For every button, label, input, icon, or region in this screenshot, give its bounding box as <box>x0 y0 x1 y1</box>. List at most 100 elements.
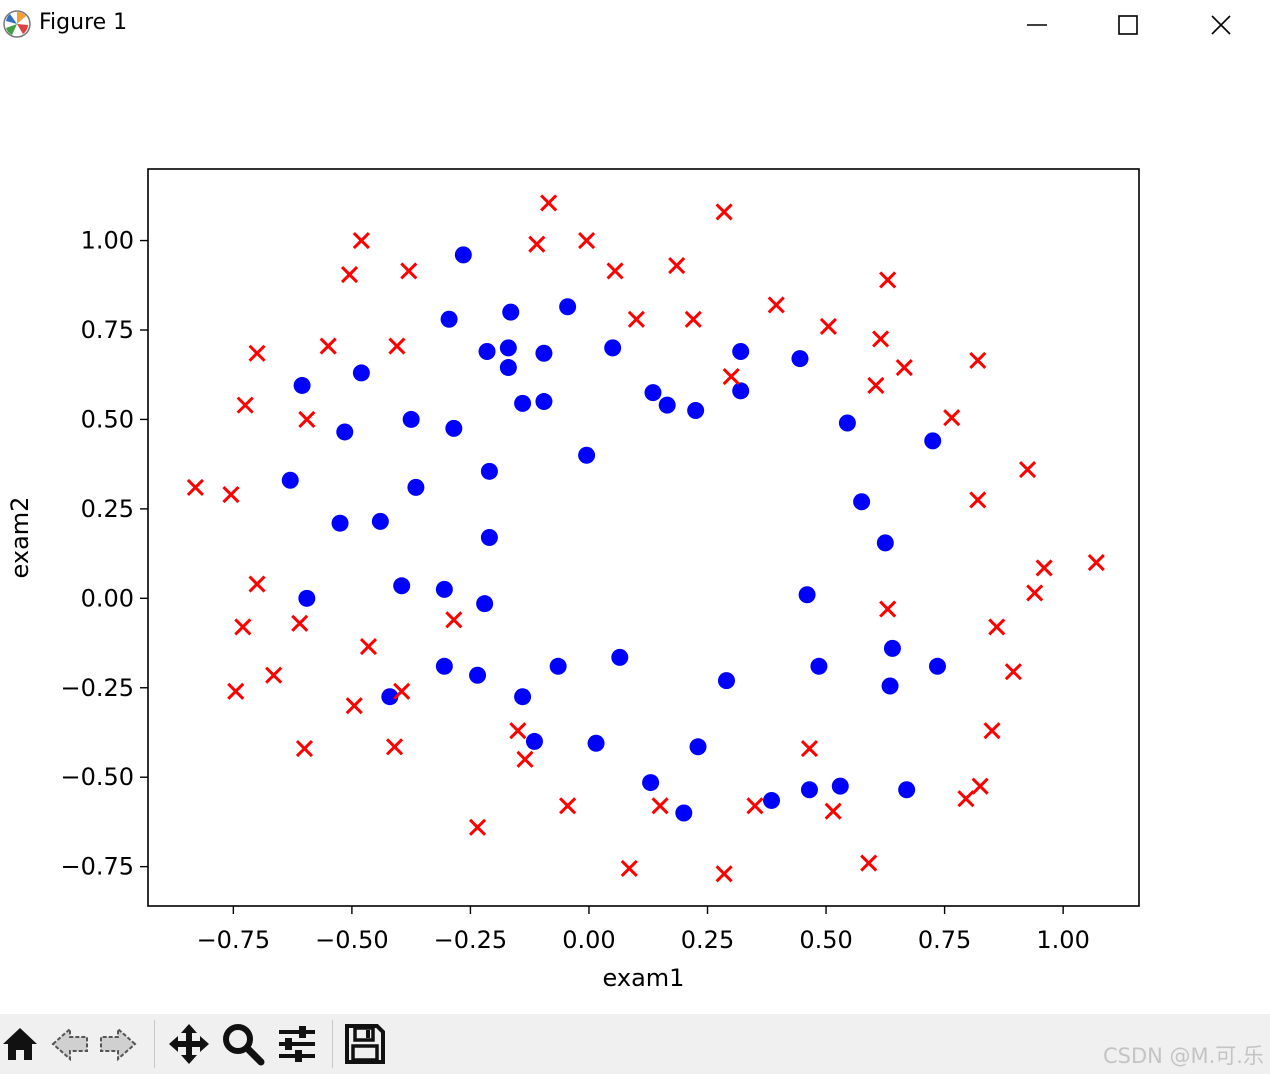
home-button[interactable] <box>0 1022 40 1066</box>
data-point-circle <box>876 534 894 552</box>
data-point-cross <box>957 790 975 808</box>
data-point-circle <box>838 414 856 432</box>
data-point-circle <box>336 423 354 441</box>
data-point-cross <box>528 235 546 253</box>
back-button[interactable] <box>48 1022 92 1066</box>
x-tick-label: −0.75 <box>197 926 271 954</box>
data-point-cross <box>969 491 987 509</box>
data-point-circle <box>535 393 553 411</box>
data-point-cross <box>468 818 487 836</box>
data-point-circle <box>402 410 420 428</box>
watermark: CSDN @M.可.乐 <box>1102 1044 1264 1068</box>
forward-button[interactable] <box>96 1022 140 1066</box>
x-tick-label: 0.50 <box>799 926 852 954</box>
data-point-cross <box>1087 553 1105 572</box>
data-point-circle <box>407 478 425 496</box>
data-point-circle <box>435 657 453 675</box>
data-point-circle <box>798 586 816 604</box>
data-point-circle <box>435 580 453 598</box>
data-point-circle <box>883 639 901 657</box>
data-point-circle <box>644 384 662 402</box>
y-tick-label: −0.75 <box>60 853 134 881</box>
data-point-circle <box>445 419 463 437</box>
data-point-cross <box>319 337 337 355</box>
data-point-cross <box>627 310 645 328</box>
data-point-cross <box>1035 559 1053 577</box>
pan-icon <box>169 1024 209 1064</box>
data-point-circle <box>549 657 567 675</box>
x-tick-label: 0.00 <box>562 926 615 954</box>
pan-button[interactable] <box>166 1022 212 1066</box>
data-point-circle <box>535 344 553 362</box>
y-tick-label: 0.25 <box>81 495 134 523</box>
data-point-circle <box>604 339 622 357</box>
y-tick-label: 1.00 <box>81 227 134 255</box>
window-title: Figure 1 <box>39 10 128 35</box>
data-point-cross <box>298 410 316 428</box>
data-point-circle <box>293 376 311 394</box>
data-point-circle <box>732 382 750 400</box>
x-tick-label: 1.00 <box>1036 926 1089 954</box>
data-point-circle <box>763 791 781 809</box>
data-point-cross <box>988 618 1006 636</box>
data-point-circle <box>525 732 543 750</box>
data-point-cross <box>969 351 987 369</box>
data-point-circle <box>642 774 660 792</box>
x-tick-label: 0.25 <box>681 926 734 954</box>
scatter-plot: −0.75 −0.50 −0.25 0.00 0.25 0.50 0.75 1.00 −0.7… <box>6 168 1140 992</box>
minimize-icon <box>1027 24 1047 26</box>
data-point-cross <box>767 296 785 314</box>
y-tick-label: 0.50 <box>81 405 134 433</box>
save-icon <box>345 1024 385 1064</box>
title-bar: Figure 1 <box>0 0 1270 50</box>
data-point-cross <box>359 638 378 656</box>
data-point-circle <box>499 339 517 357</box>
toolbar-separator <box>332 1020 333 1068</box>
data-point-cross <box>872 330 890 348</box>
navigation-toolbar <box>0 1014 1270 1074</box>
data-point-cross <box>983 722 1001 740</box>
data-point-circle <box>502 303 520 321</box>
data-point-circle <box>658 396 676 414</box>
data-point-cross <box>895 359 913 377</box>
data-point-circle <box>499 359 517 377</box>
data-point-circle <box>810 657 828 675</box>
home-icon <box>3 1028 37 1060</box>
data-point-circle <box>298 589 316 607</box>
minimize-button[interactable] <box>992 0 1082 50</box>
forward-icon <box>100 1026 137 1062</box>
data-point-circle <box>853 493 871 511</box>
data-point-circle <box>831 777 849 795</box>
data-point-cross <box>186 478 204 496</box>
maximize-icon <box>1118 15 1138 35</box>
data-point-cross <box>559 797 577 815</box>
x-tick-label: 0.75 <box>918 926 971 954</box>
data-point-circle <box>469 666 487 684</box>
x-axis-label: exam1 <box>603 964 685 992</box>
data-point-circle <box>476 595 494 613</box>
y-tick-label: 0.75 <box>81 316 134 344</box>
data-point-cross <box>1004 663 1022 681</box>
data-point-cross <box>234 618 252 636</box>
data-point-circle <box>480 462 498 480</box>
data-point-cross <box>971 777 989 795</box>
data-points <box>186 194 1105 883</box>
data-point-circle <box>687 401 705 419</box>
data-point-circle <box>717 672 735 690</box>
data-point-cross <box>265 666 283 684</box>
save-button[interactable] <box>342 1022 388 1066</box>
configure-subplots-button[interactable] <box>274 1022 320 1066</box>
data-point-cross <box>222 486 240 504</box>
data-point-cross <box>227 682 245 700</box>
zoom-button[interactable] <box>220 1022 266 1066</box>
maximize-button[interactable] <box>1083 0 1173 50</box>
data-point-circle <box>440 310 458 328</box>
data-point-cross <box>746 797 764 815</box>
configure-subplots-icon <box>279 1026 315 1062</box>
data-point-circle <box>352 364 370 382</box>
back-icon <box>51 1026 88 1062</box>
data-point-circle <box>331 514 349 532</box>
close-button[interactable] <box>1176 0 1266 50</box>
data-point-cross <box>879 600 897 618</box>
data-point-circle <box>454 246 472 264</box>
